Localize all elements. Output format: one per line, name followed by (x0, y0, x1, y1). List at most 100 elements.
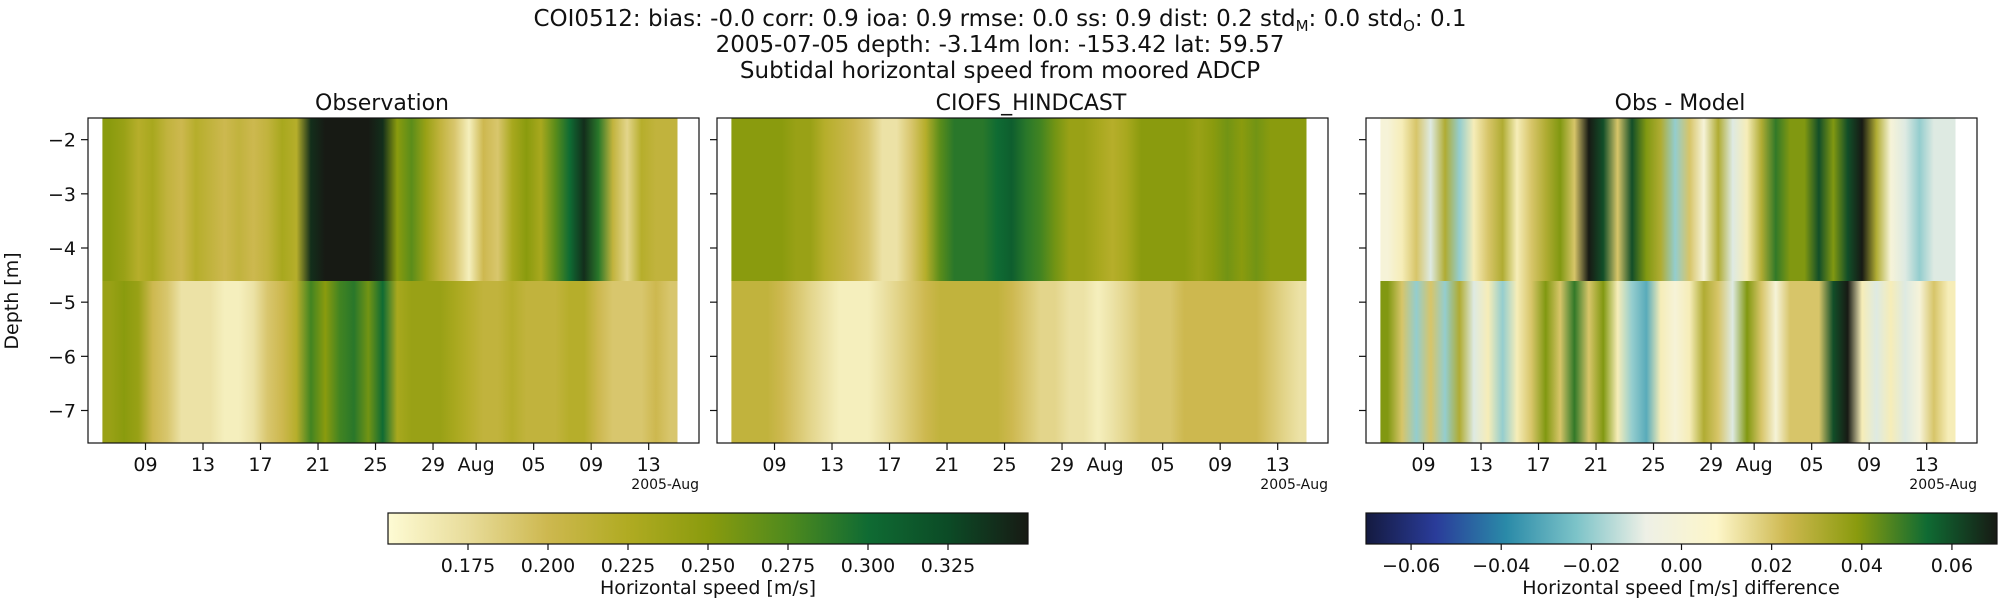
heatmap-cell: Jul 13: 0.02 (1481, 118, 1495, 281)
heatmap-cell: Jul 13: 0.21 (832, 118, 846, 281)
heatmap-cell: Aug 12: 0.25 (1263, 118, 1277, 281)
heatmap-cell: Aug 11: -0.01 (1898, 281, 1912, 443)
heatmap-cell: Jul 18: 0.23 (275, 118, 289, 281)
heatmap-band-upper (1380, 118, 1956, 281)
heatmap-cell: Aug 04: 0.25 (519, 118, 533, 281)
heatmap-cell: Jul 18: 0.19 (904, 281, 918, 443)
heatmap-cell: Jul 07: 0.01 (1395, 118, 1409, 281)
panel-observation: Jul 06: 0.25Jul 07: 0.24Jul 08: 0.22Jul … (48, 117, 700, 493)
x-tick-label: 13 (1915, 454, 1939, 476)
heatmap-cell: Jul 23: 0.21 (976, 281, 990, 443)
heatmap-cell: Jul 08: 0.02 (1409, 118, 1423, 281)
heatmap-cell: Aug 07: 0.3 (562, 118, 576, 281)
heatmap-cell: Jul 30: 0.19 (447, 118, 461, 281)
y-tick-label: −7 (48, 401, 76, 423)
heatmap-band-upper (102, 118, 678, 281)
heatmap-cell: Jul 06: 0.24 (102, 281, 116, 443)
heatmap-cell: Jul 16: 0.02 (1524, 281, 1538, 443)
heatmap-cell: Jul 06: 0 (1380, 118, 1394, 281)
heatmap-cell: Jul 19: 0.02 (1567, 118, 1581, 281)
heatmap-cell: Jul 17: 0.19 (261, 281, 275, 443)
x-tick-label: 17 (877, 454, 901, 476)
heatmap-cell: Aug 08: 0.25 (1206, 118, 1220, 281)
x-tick-label: 05 (522, 454, 546, 476)
heatmap-cell: Jul 30: -0.01 (1725, 281, 1739, 443)
x-tick-label: 21 (935, 454, 959, 476)
heatmap-cell: Aug 10: 0.01 (1884, 281, 1898, 443)
heatmap-cell: Jul 06: 0.25 (731, 118, 745, 281)
heatmap-cell: Jul 31: 0.16 (462, 118, 476, 281)
heatmap-cell: Jul 17: 0.03 (1539, 118, 1553, 281)
heatmap-cell: Jul 15: 0.01 (1510, 281, 1524, 443)
x-tick-label: 21 (306, 454, 330, 476)
heatmap-band-lower (731, 281, 1307, 443)
heatmap-cell: Jul 23: 0.29 (976, 118, 990, 281)
heatmap-cell: Jul 26: 0.23 (390, 281, 404, 443)
x-tick-label: 13 (1469, 454, 1493, 476)
colorbar-tick-label: −0.06 (1382, 555, 1440, 577)
heatmap-cell: Aug 04: 0.19 (1148, 281, 1162, 443)
heatmap-cell: Jul 12: 0.01 (1467, 118, 1481, 281)
heatmap-cell: Aug 09: 0.2 (1220, 281, 1234, 443)
heatmap-cell: Jul 29: 0.24 (433, 281, 447, 443)
heatmap-cell: Jul 15: 0.01 (1510, 118, 1524, 281)
heatmap-cell: Aug 07: 0.06 (1840, 118, 1854, 281)
heatmap-band-lower (102, 281, 678, 443)
heatmap-cell: Jul 07: 0.24 (117, 118, 131, 281)
heatmap-cell: Jul 10: 0.19 (160, 281, 174, 443)
colorbar-tick-label: 0.06 (1931, 555, 1973, 577)
heatmap-cell: Aug 12: 0.19 (634, 281, 648, 443)
heatmap-cell: Aug 14: 0.21 (663, 118, 677, 281)
x-tick-label: 13 (820, 454, 844, 476)
heatmap-cell: Jul 22: 0.02 (1610, 118, 1624, 281)
heatmap-cell: Aug 08: 0.22 (577, 281, 591, 443)
heatmap-cell: Aug 02: 0.23 (1120, 118, 1134, 281)
heatmap-cell: Aug 03: 0.02 (1783, 281, 1797, 443)
x-tick-label: Aug (1087, 454, 1124, 476)
heatmap-cell: Aug 13: 0.21 (649, 118, 663, 281)
heatmap-cell: Aug 04: 0.04 (1797, 118, 1811, 281)
heatmap-cell: Jul 15: 0.19 (861, 118, 875, 281)
heatmap-cell: Jul 23: 0.06 (1625, 118, 1639, 281)
heatmap-cell: Jul 18: 0.19 (904, 118, 918, 281)
x-tick-label: 05 (1800, 454, 1824, 476)
heatmap-cell: Jul 29: 0.03 (1711, 118, 1725, 281)
heatmap-cell: Aug 01: 0.22 (1105, 118, 1119, 281)
x-tick-label: 25 (992, 454, 1016, 476)
x-tick-label: Aug (458, 454, 495, 476)
x-tick-label: 13 (191, 454, 215, 476)
heatmap-cell: Aug 09: 0.2 (591, 281, 605, 443)
plot-frame (87, 117, 700, 444)
heatmap-cell: Jul 07: 0.21 (746, 281, 760, 443)
heatmap-cell: Jul 20: 0.27 (933, 118, 947, 281)
heatmap-cell: Jul 22: 0.01 (1610, 281, 1624, 443)
heatmap-cell: Jul 29: 0.17 (1062, 281, 1076, 443)
colorbar-gradient (387, 512, 1029, 545)
x-tick-label: Aug (1736, 454, 1773, 476)
heatmap-cell: Jul 25: 0.31 (1005, 118, 1019, 281)
heatmap-cell: Aug 01: 0.03 (1754, 118, 1768, 281)
heatmap-cell: Aug 02: 0.18 (1120, 281, 1134, 443)
heatmap-cell: Jul 09: -0.01 (1424, 118, 1438, 281)
heatmap-cell: Aug 08: 0.01 (1855, 281, 1869, 443)
heatmap-band-lower (1380, 281, 1956, 443)
heatmap-cell: Jul 28: 0.24 (419, 281, 433, 443)
heatmap-cell: Aug 01: 0.02 (1754, 281, 1768, 443)
heatmap-cell: Jul 26: 0.25 (390, 118, 404, 281)
panel-difference: Jul 06: 0Jul 07: 0.01Jul 08: 0.02Jul 09:… (1359, 117, 1978, 493)
heatmap-cell: Jul 20: 0.34 (304, 118, 318, 281)
heatmap-cell: Aug 05: 0.25 (1163, 118, 1177, 281)
heatmap-cell: Aug 04: 0.21 (519, 281, 533, 443)
heatmap-cell: Jul 14: 0.2 (217, 118, 231, 281)
heatmap-cell: Aug 08: 0.2 (1206, 281, 1220, 443)
heatmap-cell: Jul 29: 0.02 (1711, 281, 1725, 443)
panel-title-difference: Obs - Model (1615, 91, 1746, 116)
heatmap-cell: Jul 21: 0.25 (318, 281, 332, 443)
heatmap-cell: Aug 09: 0.03 (1869, 118, 1883, 281)
heatmap-cell: Jul 23: 0.29 (347, 281, 361, 443)
x-tick-label: 09 (579, 454, 603, 476)
heatmap-cell: Aug 11: -0.01 (1898, 118, 1912, 281)
heatmap-cell: Aug 11: 0.26 (1249, 118, 1263, 281)
heatmap-cell: Jul 17: 0.04 (1539, 281, 1553, 443)
heatmap-cell: Jul 12: 0.22 (818, 118, 832, 281)
